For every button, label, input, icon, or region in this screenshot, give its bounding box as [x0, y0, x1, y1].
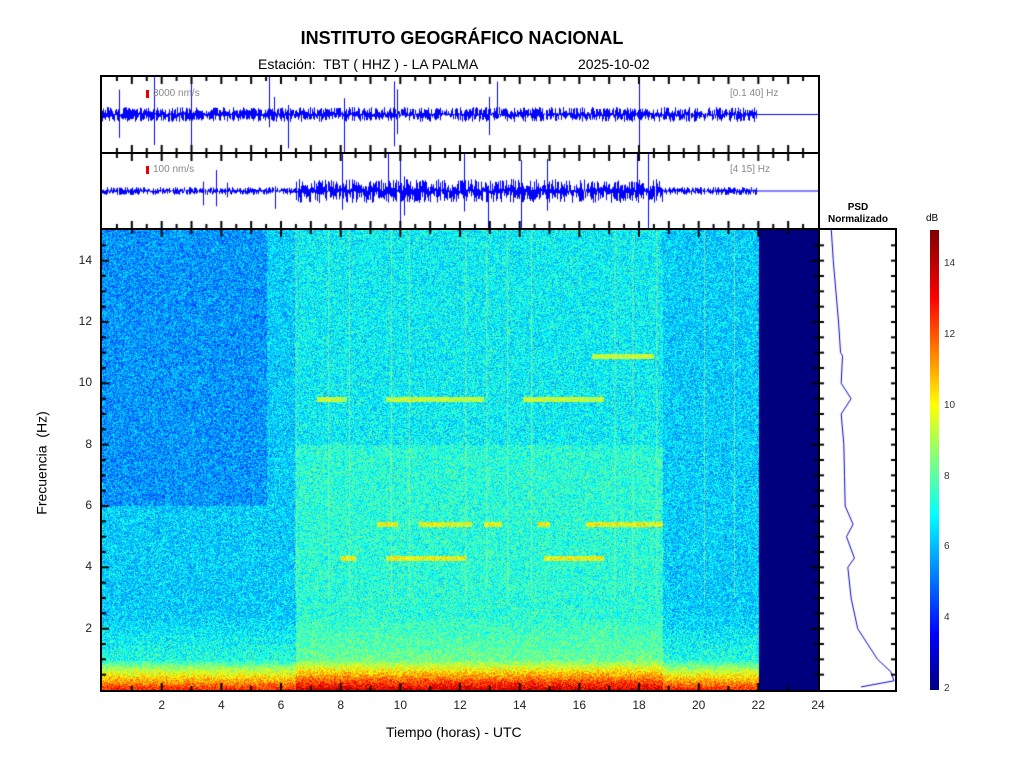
y-axis-label: Frecuencia (Hz) [34, 411, 50, 514]
psd-panel [818, 228, 897, 692]
psd-title-line2: Normalizado [820, 214, 896, 226]
psd-title-line1: PSD [820, 202, 896, 214]
scale-bar [146, 166, 149, 174]
colorbar-tick-label: 14 [944, 258, 955, 269]
x-tick-label: 18 [629, 698, 649, 712]
x-tick-label: 24 [808, 698, 828, 712]
y-tick-label: 12 [72, 314, 92, 328]
x-tick-label: 16 [569, 698, 589, 712]
y-tick-label: 2 [72, 621, 92, 635]
colorbar-label: dB [926, 213, 938, 224]
colorbar-tick-label: 6 [944, 541, 950, 552]
y-tick-label: 6 [72, 498, 92, 512]
spectrogram-heatmap [102, 230, 818, 690]
scale-bar [146, 90, 149, 98]
colorbar-tick-label: 8 [944, 471, 950, 482]
spectrogram-panel [100, 228, 820, 692]
trace-panel-filtered: 100 nm/s [4 15] Hz [100, 152, 820, 230]
x-tick-label: 4 [211, 698, 231, 712]
seismic-trace [102, 154, 818, 228]
x-tick-label: 12 [450, 698, 470, 712]
colorbar-tick-label: 4 [944, 612, 950, 623]
trace-scale-label: 3000 nm/s [153, 88, 200, 99]
trace-band-label: [4 15] Hz [730, 164, 770, 175]
y-tick-label: 4 [72, 559, 92, 573]
x-tick-label: 2 [152, 698, 172, 712]
y-tick-label: 8 [72, 437, 92, 451]
y-tick-label: 14 [72, 253, 92, 267]
trace-band-label: [0.1 40] Hz [730, 88, 778, 99]
date-label: 2025-10-02 [578, 56, 650, 72]
colorbar-tick-label: 12 [944, 329, 955, 340]
station-label: Estación: TBT ( HHZ ) - LA PALMA [258, 56, 478, 72]
x-tick-label: 10 [390, 698, 410, 712]
colorbar [930, 230, 939, 690]
page-title: INSTITUTO GEOGRÁFICO NACIONAL [0, 28, 924, 49]
x-tick-label: 22 [748, 698, 768, 712]
psd-title: PSD Normalizado [820, 202, 896, 226]
psd-curve [820, 230, 895, 690]
colorbar-tick-label: 2 [944, 683, 950, 694]
x-tick-label: 6 [271, 698, 291, 712]
trace-panel-broadband: 3000 nm/s [0.1 40] Hz [100, 75, 820, 154]
x-tick-label: 8 [331, 698, 351, 712]
y-tick-label: 10 [72, 375, 92, 389]
colorbar-tick-label: 10 [944, 400, 955, 411]
x-tick-label: 14 [510, 698, 530, 712]
x-axis-label: Tiempo (horas) - UTC [386, 724, 522, 740]
trace-scale-label: 100 nm/s [153, 164, 194, 175]
seismic-trace [102, 77, 818, 152]
x-tick-label: 20 [689, 698, 709, 712]
